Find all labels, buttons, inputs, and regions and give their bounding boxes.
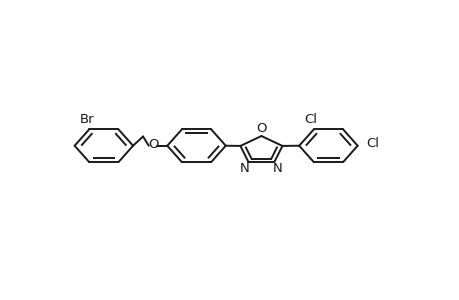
Text: O: O (256, 122, 266, 135)
Text: Br: Br (80, 113, 95, 126)
Text: Cl: Cl (303, 113, 316, 126)
Text: Cl: Cl (365, 137, 378, 150)
Text: N: N (273, 162, 282, 176)
Text: O: O (147, 138, 158, 151)
Text: N: N (240, 162, 249, 176)
